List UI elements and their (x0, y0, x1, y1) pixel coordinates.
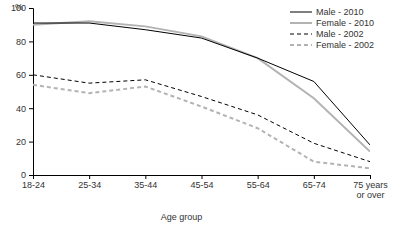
x-tick-mark (258, 175, 259, 179)
legend-label: Male - 2002 (316, 29, 364, 39)
x-tick: 75 yearsor over (353, 175, 388, 200)
y-tick: 40 (16, 104, 33, 114)
chart: 02040608010018-2425-3435-4445-5455-6465-… (0, 0, 397, 227)
x-tick: 35-44 (134, 175, 157, 190)
y-tick: 80 (16, 37, 33, 47)
legend-swatch (290, 12, 312, 13)
legend-entry: Female - 2010 (290, 18, 374, 28)
x-axis-line (34, 176, 371, 180)
x-tick: 18-24 (22, 175, 45, 190)
y-tick-mark (29, 75, 33, 76)
y-axis: 020406080100 (11, 3, 34, 180)
x-tick: 45-54 (190, 175, 213, 190)
y-tick-mark (29, 8, 33, 9)
y-axis-title: % (15, 2, 23, 12)
legend-label: Female - 2010 (316, 18, 374, 28)
y-tick-mark (29, 108, 33, 109)
x-tick: 25-34 (78, 175, 101, 190)
y-tick: 60 (16, 70, 33, 80)
y-tick-mark (29, 41, 33, 42)
x-axis-title: Age group (161, 212, 203, 222)
legend-swatch (290, 34, 312, 35)
x-tick-mark (314, 175, 315, 179)
x-tick-mark (145, 175, 146, 179)
y-tick: 20 (16, 137, 33, 147)
y-tick-label: 80 (16, 37, 26, 47)
y-tick-label: 60 (16, 70, 26, 80)
x-tick-label: 55-64 (247, 180, 270, 190)
x-tick: 65-74 (303, 175, 326, 190)
x-tick-label: 25-34 (78, 180, 101, 190)
x-tick: 55-64 (247, 175, 270, 190)
y-tick-mark (29, 142, 33, 143)
series-line (33, 85, 370, 169)
y-tick-label: 0 (21, 170, 26, 180)
x-tick-mark (89, 175, 90, 179)
x-tick-mark (370, 175, 371, 179)
legend-label: Female - 2002 (316, 40, 374, 50)
x-axis: 18-24 25-34 35-44 45-54 55-64 65-74 75 yearsor… (22, 175, 388, 200)
plot: 02040608010018-2425-3435-4445-5455-6465-… (11, 3, 388, 200)
x-tick-mark (202, 175, 203, 179)
x-tick-label: 65-74 (303, 180, 326, 190)
legend-entry: Female - 2002 (290, 40, 374, 50)
legend-entry: Male - 2010 (290, 7, 364, 17)
x-tick-mark (33, 175, 34, 179)
legend-label: Male - 2010 (316, 7, 364, 17)
y-axis-line (29, 9, 34, 176)
y-tick-label: 40 (16, 104, 26, 114)
y-tick: 0 (21, 170, 33, 180)
series-line (33, 75, 370, 162)
legend: Male - 2010Female - 2010Male - 2002Femal… (290, 7, 374, 50)
legend-swatch (290, 22, 312, 24)
legend-swatch (290, 44, 312, 46)
y-tick-label: 20 (16, 137, 26, 147)
x-tick-label: 18-24 (22, 180, 45, 190)
legend-entry: Male - 2002 (290, 29, 364, 39)
x-tick-label: 35-44 (134, 180, 157, 190)
x-tick-label: 45-54 (190, 180, 213, 190)
y-tick-mark (29, 175, 33, 176)
x-tick-label: 75 yearsor over (353, 180, 388, 200)
